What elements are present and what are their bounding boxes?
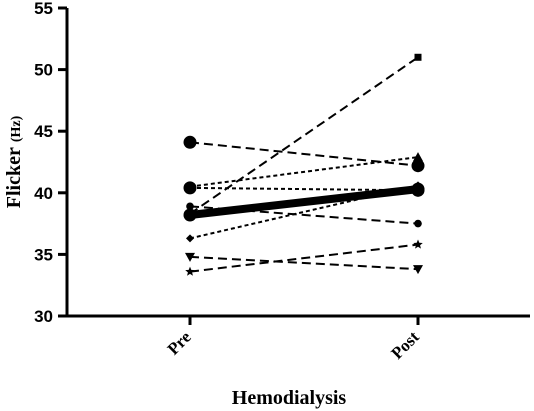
circle-marker <box>411 182 425 196</box>
circle-marker <box>183 208 197 222</box>
y-tick-label: 45 <box>34 122 53 141</box>
y-tick-label: 30 <box>34 307 53 326</box>
subject-series <box>186 202 422 228</box>
diamond-marker <box>186 234 194 243</box>
star-marker <box>185 266 195 276</box>
circle-marker <box>183 135 197 149</box>
y-axis-title: Flicker (Hz) <box>3 115 25 208</box>
y-tick-label: 40 <box>34 184 53 203</box>
subject-series <box>185 239 423 276</box>
star-marker <box>413 239 423 249</box>
axes <box>65 8 530 318</box>
x-axis-title: Hemodialysis <box>232 387 347 409</box>
circle-marker <box>414 219 422 228</box>
series-line <box>189 156 419 188</box>
y-axis-title-unit: (Hz) <box>9 115 24 142</box>
y-ticks: 30 35 40 45 50 55 <box>34 0 67 326</box>
x-ticks: Pre Post <box>164 316 423 363</box>
triangle-down-marker <box>413 265 423 275</box>
subject-series <box>183 135 425 173</box>
mean-line <box>189 185 419 219</box>
y-tick-label: 55 <box>34 0 53 18</box>
series-line <box>189 205 419 225</box>
series-line <box>189 243 419 273</box>
y-tick-label: 35 <box>34 245 53 264</box>
subject-series <box>185 152 423 191</box>
triangle-up-marker <box>413 152 423 162</box>
y-axis-title-main: Flicker <box>3 147 25 208</box>
x-tick-label: Post <box>387 327 423 363</box>
x-tick-label: Pre <box>164 327 196 359</box>
y-tick-label: 50 <box>34 61 53 80</box>
square-marker <box>414 53 422 61</box>
series-line <box>189 255 419 271</box>
circle-marker <box>411 159 425 173</box>
subject-series <box>185 252 423 275</box>
series-group <box>183 53 425 276</box>
circle-marker <box>186 202 194 211</box>
series-line <box>189 141 419 167</box>
mean-series <box>183 182 425 222</box>
circle-marker <box>183 181 197 195</box>
triangle-down-marker <box>185 252 195 262</box>
